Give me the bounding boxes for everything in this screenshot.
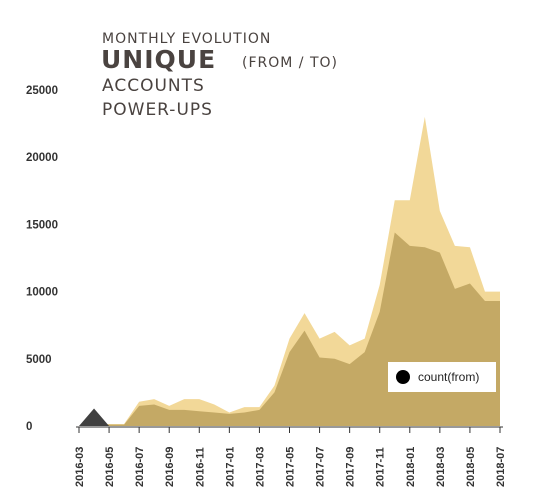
x-tick-label: 2016-03	[74, 447, 86, 487]
y-tick-label: 0	[26, 421, 32, 433]
x-tick-label: 2018-03	[435, 447, 447, 487]
x-tick-label: 2018-01	[405, 447, 417, 487]
title-line-1: MONTHLY EVOLUTION	[102, 31, 271, 47]
y-axis: 0 5000 10000 15000 20000 25000	[26, 85, 58, 433]
title-line-2-suffix: (FROM / TO)	[242, 55, 338, 71]
title-line-3: ACCOUNTS	[102, 76, 205, 96]
y-tick-label: 10000	[26, 287, 58, 299]
y-tick-label: 20000	[26, 152, 58, 164]
y-tick-label: 15000	[26, 219, 58, 231]
x-tick-label: 2016-11	[194, 447, 206, 487]
title-line-2-main: UNIQUE	[101, 45, 216, 74]
legend: count(from)	[388, 362, 496, 392]
x-axis: 2016-03 2016-05 2016-07 2016-09 2016-11 2017-…	[74, 427, 507, 487]
x-tick-label: 2017-11	[375, 447, 387, 487]
title-line-4: POWER-UPS	[102, 100, 213, 120]
y-tick-label: 5000	[26, 354, 52, 366]
x-tick-label: 2018-07	[495, 447, 507, 487]
legend-label: count(from)	[418, 370, 479, 384]
legend-marker	[396, 370, 410, 384]
x-tick-label: 2016-05	[104, 447, 116, 487]
y-tick-label: 25000	[26, 85, 58, 97]
x-tick-label: 2016-07	[134, 447, 146, 487]
area-from	[79, 232, 500, 426]
x-tick-label: 2017-01	[224, 447, 236, 487]
chart-title: MONTHLY EVOLUTION UNIQUE (FROM / TO) ACC…	[101, 31, 338, 120]
x-tick-label: 2017-07	[315, 447, 327, 487]
x-tick-label: 2016-09	[164, 447, 176, 487]
x-tick-label: 2017-05	[285, 447, 297, 487]
x-tick-label: 2018-05	[465, 447, 477, 487]
x-tick-label: 2017-03	[254, 447, 266, 487]
x-tick-label: 2017-09	[345, 447, 357, 487]
